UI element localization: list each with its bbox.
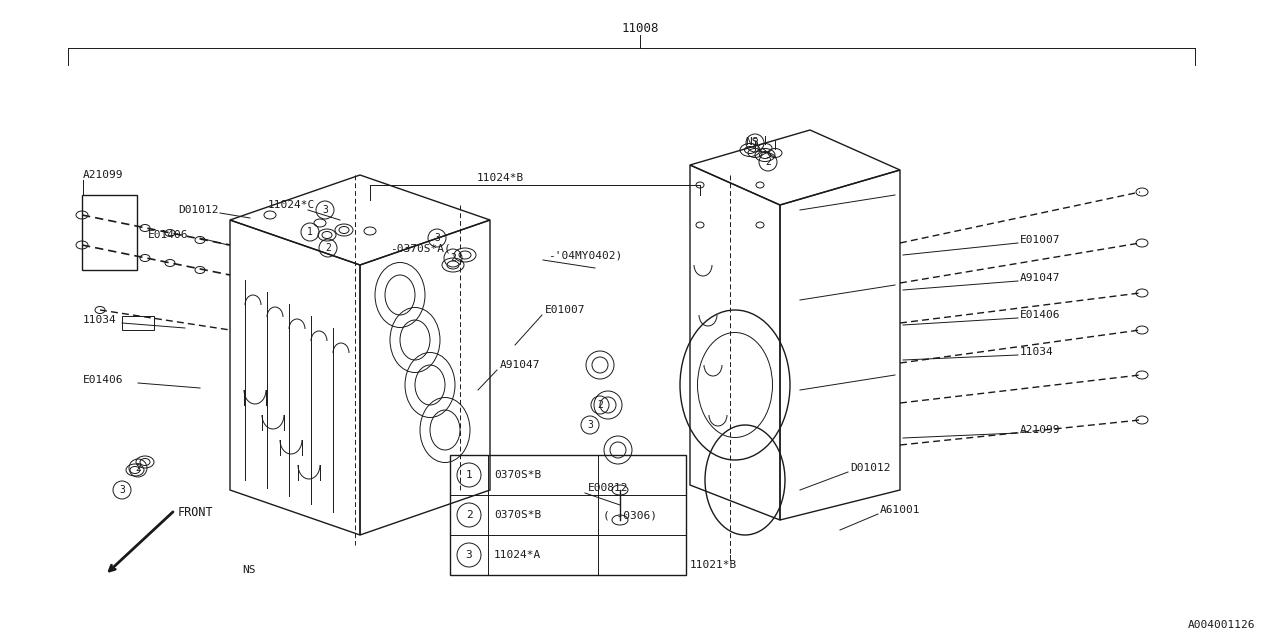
Text: A21099: A21099: [1020, 425, 1061, 435]
Text: 3: 3: [323, 205, 328, 215]
Text: ( -0306): ( -0306): [603, 510, 657, 520]
Text: A91047: A91047: [500, 360, 540, 370]
Text: NS: NS: [242, 565, 256, 575]
Text: E01406: E01406: [1020, 310, 1061, 320]
Text: D01012: D01012: [178, 205, 219, 215]
Text: NS: NS: [745, 137, 759, 147]
Text: 2: 2: [451, 253, 456, 263]
Text: 3: 3: [753, 138, 758, 148]
Text: 0370S*B: 0370S*B: [494, 470, 541, 480]
Text: 11024*A: 11024*A: [494, 550, 541, 560]
Text: 2: 2: [466, 510, 472, 520]
Text: -0370S*A(: -0370S*A(: [390, 243, 451, 253]
Text: D01012: D01012: [850, 463, 891, 473]
Text: 3: 3: [466, 550, 472, 560]
Text: A004001126: A004001126: [1188, 620, 1254, 630]
Text: FRONT: FRONT: [178, 506, 214, 518]
Text: 11024*B: 11024*B: [476, 173, 524, 183]
Text: A61001: A61001: [881, 505, 920, 515]
Bar: [122, 316, 154, 330]
Text: E01406: E01406: [83, 375, 123, 385]
Text: E01406: E01406: [148, 230, 188, 240]
Bar: [82, 195, 137, 270]
Bar: [451, 455, 686, 575]
Text: E01007: E01007: [545, 305, 585, 315]
Text: 11008: 11008: [621, 22, 659, 35]
Text: 1: 1: [307, 227, 312, 237]
Text: 11024*C: 11024*C: [268, 200, 315, 210]
Text: 11021*B: 11021*B: [690, 560, 737, 570]
Text: 2: 2: [325, 243, 332, 253]
Text: 11034: 11034: [1020, 347, 1053, 357]
Text: 3: 3: [588, 420, 593, 430]
Text: E01007: E01007: [1020, 235, 1061, 245]
Text: 0370S*B: 0370S*B: [494, 510, 541, 520]
Text: A91047: A91047: [1020, 273, 1061, 283]
Text: E00812: E00812: [588, 483, 628, 493]
Text: -'04MY0402): -'04MY0402): [548, 250, 622, 260]
Text: A21099: A21099: [83, 170, 123, 180]
Text: 3: 3: [119, 485, 125, 495]
Text: 1: 1: [466, 470, 472, 480]
Text: 2: 2: [136, 463, 141, 473]
Text: 3: 3: [434, 233, 440, 243]
Text: 2: 2: [596, 400, 603, 410]
Text: 2: 2: [765, 157, 771, 167]
Text: 11034: 11034: [83, 315, 116, 325]
